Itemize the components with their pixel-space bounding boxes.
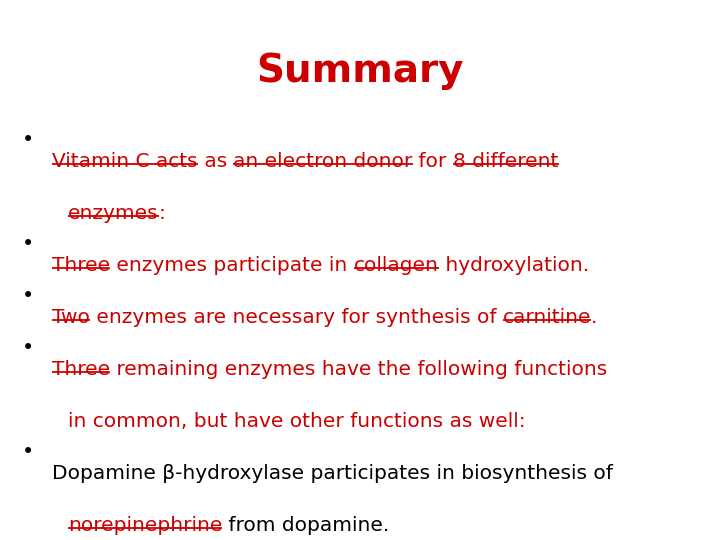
Text: an electron donor: an electron donor bbox=[233, 152, 413, 171]
Text: 8 different: 8 different bbox=[453, 152, 559, 171]
Text: .: . bbox=[591, 308, 598, 327]
Text: carnitine: carnitine bbox=[503, 308, 591, 327]
Text: collagen: collagen bbox=[354, 256, 438, 275]
Text: hydroxylation.: hydroxylation. bbox=[438, 256, 589, 275]
Text: Dopamine β-hydroxylase participates in biosynthesis of: Dopamine β-hydroxylase participates in b… bbox=[52, 464, 613, 483]
Text: Three: Three bbox=[52, 360, 110, 380]
Text: Summary: Summary bbox=[256, 52, 464, 90]
Text: •: • bbox=[22, 338, 35, 358]
Text: enzymes: enzymes bbox=[68, 205, 158, 224]
Text: Three: Three bbox=[52, 256, 110, 275]
Text: •: • bbox=[22, 130, 35, 150]
Text: for: for bbox=[413, 152, 453, 171]
Text: •: • bbox=[22, 442, 35, 462]
Text: Vitamin C acts: Vitamin C acts bbox=[52, 152, 197, 171]
Text: :: : bbox=[158, 205, 166, 224]
Text: as: as bbox=[197, 152, 233, 171]
Text: from dopamine.: from dopamine. bbox=[222, 516, 390, 536]
Text: enzymes are necessary for synthesis of: enzymes are necessary for synthesis of bbox=[90, 308, 503, 327]
Text: remaining enzymes have the following functions: remaining enzymes have the following fun… bbox=[110, 360, 608, 380]
Text: in common, but have other functions as well:: in common, but have other functions as w… bbox=[68, 413, 526, 431]
Text: enzymes participate in: enzymes participate in bbox=[110, 256, 354, 275]
Text: •: • bbox=[22, 234, 35, 254]
Text: •: • bbox=[22, 286, 35, 306]
Text: norepinephrine: norepinephrine bbox=[68, 516, 222, 536]
Text: Two: Two bbox=[52, 308, 90, 327]
